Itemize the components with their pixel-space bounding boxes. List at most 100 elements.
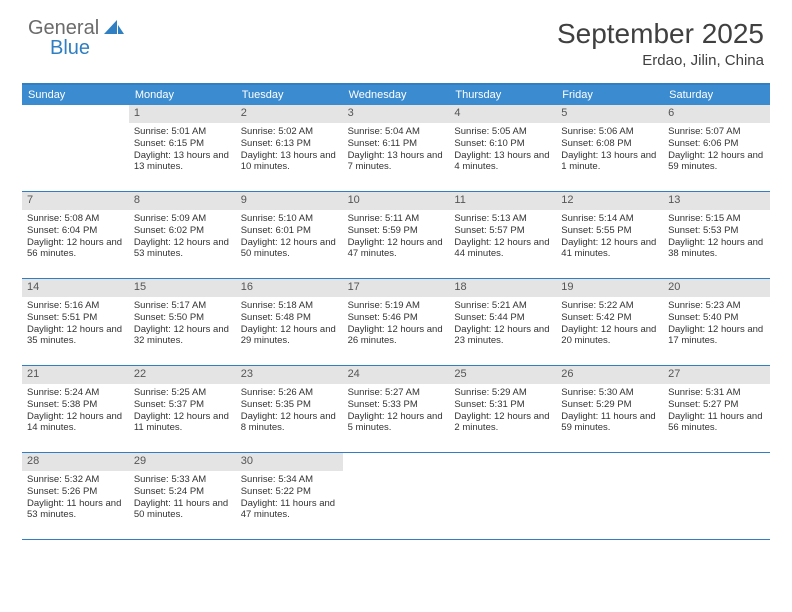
calendar-cell: 6Sunrise: 5:07 AMSunset: 6:06 PMDaylight… <box>663 105 770 191</box>
sunrise-text: Sunrise: 5:22 AM <box>561 300 658 312</box>
calendar-cell <box>556 453 663 539</box>
day-number: 20 <box>663 279 770 297</box>
daylight-text: Daylight: 12 hours and 11 minutes. <box>134 411 231 435</box>
day-number: 14 <box>22 279 129 297</box>
sunset-text: Sunset: 5:44 PM <box>454 312 551 324</box>
day-number: 7 <box>22 192 129 210</box>
cell-body: Sunrise: 5:06 AMSunset: 6:08 PMDaylight:… <box>556 123 663 178</box>
cell-body: Sunrise: 5:02 AMSunset: 6:13 PMDaylight:… <box>236 123 343 178</box>
sunrise-text: Sunrise: 5:16 AM <box>27 300 124 312</box>
calendar-cell: 11Sunrise: 5:13 AMSunset: 5:57 PMDayligh… <box>449 192 556 278</box>
calendar-cell: 1Sunrise: 5:01 AMSunset: 6:15 PMDaylight… <box>129 105 236 191</box>
daylight-text: Daylight: 12 hours and 35 minutes. <box>27 324 124 348</box>
calendar-cell: 14Sunrise: 5:16 AMSunset: 5:51 PMDayligh… <box>22 279 129 365</box>
cell-body: Sunrise: 5:18 AMSunset: 5:48 PMDaylight:… <box>236 297 343 352</box>
logo: General Blue <box>28 18 124 58</box>
sunrise-text: Sunrise: 5:26 AM <box>241 387 338 399</box>
calendar-cell: 8Sunrise: 5:09 AMSunset: 6:02 PMDaylight… <box>129 192 236 278</box>
day-number: 9 <box>236 192 343 210</box>
sunrise-text: Sunrise: 5:23 AM <box>668 300 765 312</box>
sunrise-text: Sunrise: 5:06 AM <box>561 126 658 138</box>
sunset-text: Sunset: 6:08 PM <box>561 138 658 150</box>
cell-body: Sunrise: 5:27 AMSunset: 5:33 PMDaylight:… <box>343 384 450 439</box>
daylight-text: Daylight: 12 hours and 53 minutes. <box>134 237 231 261</box>
calendar-cell: 2Sunrise: 5:02 AMSunset: 6:13 PMDaylight… <box>236 105 343 191</box>
day-number: 24 <box>343 366 450 384</box>
cell-body: Sunrise: 5:09 AMSunset: 6:02 PMDaylight:… <box>129 210 236 265</box>
sunset-text: Sunset: 6:11 PM <box>348 138 445 150</box>
day-number: 16 <box>236 279 343 297</box>
sunrise-text: Sunrise: 5:08 AM <box>27 213 124 225</box>
day-number: 25 <box>449 366 556 384</box>
sunrise-text: Sunrise: 5:25 AM <box>134 387 231 399</box>
daylight-text: Daylight: 12 hours and 23 minutes. <box>454 324 551 348</box>
cell-body: Sunrise: 5:01 AMSunset: 6:15 PMDaylight:… <box>129 123 236 178</box>
calendar-cell <box>449 453 556 539</box>
day-number: 28 <box>22 453 129 471</box>
sunrise-text: Sunrise: 5:14 AM <box>561 213 658 225</box>
sunrise-text: Sunrise: 5:19 AM <box>348 300 445 312</box>
sunset-text: Sunset: 6:15 PM <box>134 138 231 150</box>
sunset-text: Sunset: 5:29 PM <box>561 399 658 411</box>
cell-body: Sunrise: 5:08 AMSunset: 6:04 PMDaylight:… <box>22 210 129 265</box>
day-headers-row: SundayMondayTuesdayWednesdayThursdayFrid… <box>22 85 770 105</box>
daylight-text: Daylight: 12 hours and 29 minutes. <box>241 324 338 348</box>
daylight-text: Daylight: 12 hours and 50 minutes. <box>241 237 338 261</box>
calendar-cell: 25Sunrise: 5:29 AMSunset: 5:31 PMDayligh… <box>449 366 556 452</box>
daylight-text: Daylight: 12 hours and 56 minutes. <box>27 237 124 261</box>
calendar-cell: 22Sunrise: 5:25 AMSunset: 5:37 PMDayligh… <box>129 366 236 452</box>
sunset-text: Sunset: 5:53 PM <box>668 225 765 237</box>
cell-body: Sunrise: 5:33 AMSunset: 5:24 PMDaylight:… <box>129 471 236 526</box>
daylight-text: Daylight: 11 hours and 56 minutes. <box>668 411 765 435</box>
daylight-text: Daylight: 12 hours and 8 minutes. <box>241 411 338 435</box>
sunset-text: Sunset: 5:59 PM <box>348 225 445 237</box>
week-row: 14Sunrise: 5:16 AMSunset: 5:51 PMDayligh… <box>22 279 770 366</box>
calendar-cell: 30Sunrise: 5:34 AMSunset: 5:22 PMDayligh… <box>236 453 343 539</box>
day-number: 26 <box>556 366 663 384</box>
cell-body: Sunrise: 5:25 AMSunset: 5:37 PMDaylight:… <box>129 384 236 439</box>
day-header: Monday <box>129 85 236 105</box>
calendar-cell <box>343 453 450 539</box>
location-text: Erdao, Jilin, China <box>557 52 764 69</box>
day-header: Tuesday <box>236 85 343 105</box>
sunrise-text: Sunrise: 5:21 AM <box>454 300 551 312</box>
calendar-cell: 16Sunrise: 5:18 AMSunset: 5:48 PMDayligh… <box>236 279 343 365</box>
day-header: Saturday <box>663 85 770 105</box>
sunrise-text: Sunrise: 5:32 AM <box>27 474 124 486</box>
calendar: SundayMondayTuesdayWednesdayThursdayFrid… <box>22 83 770 540</box>
calendar-cell: 24Sunrise: 5:27 AMSunset: 5:33 PMDayligh… <box>343 366 450 452</box>
calendar-cell: 13Sunrise: 5:15 AMSunset: 5:53 PMDayligh… <box>663 192 770 278</box>
sunrise-text: Sunrise: 5:02 AM <box>241 126 338 138</box>
day-number: 18 <box>449 279 556 297</box>
calendar-cell: 28Sunrise: 5:32 AMSunset: 5:26 PMDayligh… <box>22 453 129 539</box>
week-row: 21Sunrise: 5:24 AMSunset: 5:38 PMDayligh… <box>22 366 770 453</box>
sunset-text: Sunset: 5:40 PM <box>668 312 765 324</box>
daylight-text: Daylight: 13 hours and 13 minutes. <box>134 150 231 174</box>
daylight-text: Daylight: 12 hours and 14 minutes. <box>27 411 124 435</box>
sunset-text: Sunset: 6:04 PM <box>27 225 124 237</box>
sunrise-text: Sunrise: 5:33 AM <box>134 474 231 486</box>
calendar-cell <box>22 105 129 191</box>
cell-body: Sunrise: 5:11 AMSunset: 5:59 PMDaylight:… <box>343 210 450 265</box>
calendar-cell: 12Sunrise: 5:14 AMSunset: 5:55 PMDayligh… <box>556 192 663 278</box>
daylight-text: Daylight: 11 hours and 47 minutes. <box>241 498 338 522</box>
cell-body: Sunrise: 5:04 AMSunset: 6:11 PMDaylight:… <box>343 123 450 178</box>
logo-text-blue: Blue <box>50 38 124 58</box>
calendar-cell <box>663 453 770 539</box>
sunrise-text: Sunrise: 5:01 AM <box>134 126 231 138</box>
day-number: 12 <box>556 192 663 210</box>
day-number: 23 <box>236 366 343 384</box>
sunset-text: Sunset: 6:01 PM <box>241 225 338 237</box>
cell-body: Sunrise: 5:32 AMSunset: 5:26 PMDaylight:… <box>22 471 129 526</box>
sunset-text: Sunset: 5:24 PM <box>134 486 231 498</box>
sunset-text: Sunset: 5:35 PM <box>241 399 338 411</box>
calendar-cell: 4Sunrise: 5:05 AMSunset: 6:10 PMDaylight… <box>449 105 556 191</box>
daylight-text: Daylight: 12 hours and 5 minutes. <box>348 411 445 435</box>
sunset-text: Sunset: 6:06 PM <box>668 138 765 150</box>
calendar-cell: 9Sunrise: 5:10 AMSunset: 6:01 PMDaylight… <box>236 192 343 278</box>
sunrise-text: Sunrise: 5:27 AM <box>348 387 445 399</box>
week-row: 1Sunrise: 5:01 AMSunset: 6:15 PMDaylight… <box>22 105 770 192</box>
day-number: 19 <box>556 279 663 297</box>
daylight-text: Daylight: 12 hours and 20 minutes. <box>561 324 658 348</box>
daylight-text: Daylight: 13 hours and 1 minute. <box>561 150 658 174</box>
